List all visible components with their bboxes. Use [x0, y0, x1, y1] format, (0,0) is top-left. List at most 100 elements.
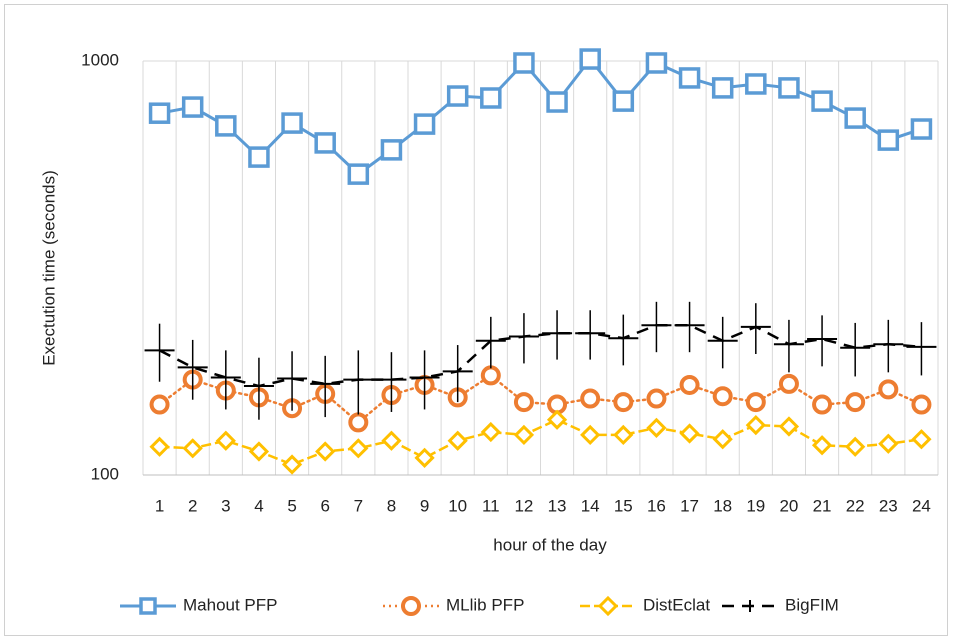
marker — [513, 424, 535, 446]
legend-label: BigFIM — [785, 595, 839, 614]
x-tick-label: 6 — [320, 496, 329, 515]
marker — [645, 52, 668, 74]
marker — [149, 394, 170, 415]
marker — [812, 394, 833, 415]
marker — [679, 374, 700, 395]
marker — [711, 77, 734, 99]
marker — [877, 129, 900, 151]
marker — [348, 412, 369, 433]
chart-frame — [4, 4, 948, 636]
marker — [447, 430, 468, 451]
marker — [148, 102, 171, 124]
marker — [248, 146, 270, 168]
marker — [513, 52, 535, 74]
x-tick-label: 18 — [713, 496, 732, 515]
x-tick-label: 8 — [387, 496, 396, 515]
marker — [381, 430, 402, 451]
marker — [612, 90, 635, 112]
marker — [215, 430, 236, 451]
marker — [413, 113, 436, 135]
x-tick-label: 9 — [420, 496, 429, 515]
series — [149, 409, 932, 475]
x-tick-label: 10 — [448, 496, 467, 515]
x-tick-label: 19 — [746, 496, 765, 515]
marker — [314, 132, 336, 154]
marker — [281, 112, 303, 134]
x-tick-label: 21 — [813, 496, 832, 515]
marker — [613, 424, 634, 446]
marker — [646, 417, 667, 438]
marker — [712, 386, 733, 407]
marker — [347, 163, 370, 185]
x-tick-label: 20 — [779, 496, 798, 515]
marker — [911, 429, 932, 450]
x-tick-label: 13 — [548, 496, 567, 515]
x-tick-label: 1 — [155, 496, 164, 515]
marker — [845, 436, 866, 457]
x-tick-label: 3 — [221, 496, 230, 515]
x-axis-label: hour of the day — [493, 535, 607, 554]
marker — [745, 392, 766, 413]
marker — [348, 438, 369, 459]
x-tick-label: 24 — [912, 496, 931, 515]
legend-label: MLlib PFP — [446, 595, 524, 614]
marker — [745, 73, 767, 95]
marker — [878, 433, 899, 454]
x-tick-label: 22 — [846, 496, 865, 515]
marker — [215, 115, 237, 137]
x-tick-label: 7 — [354, 496, 363, 515]
legend-marker — [401, 596, 421, 616]
marker — [613, 392, 634, 413]
marker — [811, 90, 833, 112]
marker — [845, 392, 866, 413]
x-tick-label: 15 — [614, 496, 633, 515]
marker — [480, 87, 502, 109]
marker — [446, 85, 469, 107]
legend-marker — [139, 597, 157, 615]
x-tick-label: 16 — [647, 496, 666, 515]
marker — [811, 435, 833, 456]
marker — [414, 447, 435, 468]
marker — [878, 379, 899, 400]
marker — [712, 429, 733, 450]
legend-marker — [597, 595, 619, 617]
y-axis-label: Exectution time (seconds) — [39, 170, 58, 366]
marker — [315, 441, 336, 462]
marker — [580, 424, 601, 446]
x-tick-label: 14 — [581, 496, 600, 515]
marker — [546, 91, 568, 113]
marker — [248, 441, 270, 462]
x-tick-label: 23 — [879, 496, 898, 515]
marker — [182, 438, 203, 459]
y-tick-label: 100 — [91, 464, 119, 483]
marker — [281, 454, 303, 475]
x-tick-label: 4 — [254, 496, 263, 515]
legend-label: DistEclat — [643, 595, 710, 614]
marker — [911, 394, 932, 415]
series — [149, 365, 932, 433]
x-tick-label: 12 — [514, 496, 533, 515]
marker — [646, 388, 667, 409]
marker — [678, 67, 701, 89]
marker — [480, 365, 501, 386]
marker — [844, 107, 866, 129]
series — [144, 301, 937, 420]
marker — [745, 414, 766, 436]
marker — [380, 139, 403, 161]
marker — [778, 373, 799, 394]
marker — [579, 48, 601, 70]
x-tick-label: 5 — [287, 496, 296, 515]
series — [148, 48, 933, 185]
marker — [546, 409, 568, 430]
marker — [580, 388, 601, 409]
marker — [149, 436, 170, 457]
x-tick-label: 2 — [188, 496, 197, 515]
legend-label: Mahout PFP — [183, 595, 278, 614]
marker — [778, 77, 800, 99]
marker — [910, 118, 933, 140]
marker — [181, 96, 204, 118]
x-tick-label: 11 — [482, 496, 500, 515]
y-tick-label: 1000 — [81, 50, 119, 69]
x-tick-label: 17 — [680, 496, 699, 515]
